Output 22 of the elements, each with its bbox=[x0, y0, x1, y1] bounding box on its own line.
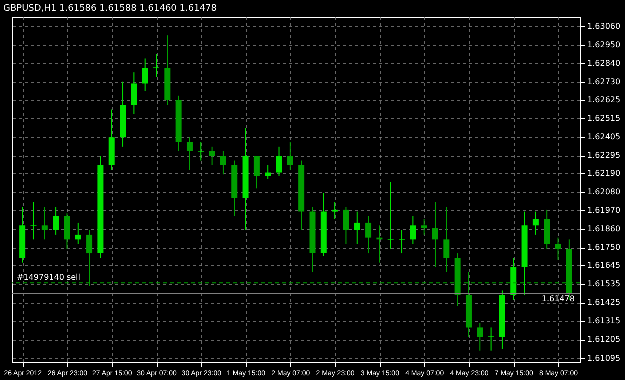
y-tick-label: 1.62730 bbox=[588, 78, 621, 87]
y-tick-label: 1.61970 bbox=[588, 206, 621, 215]
y-tick-label: 1.62405 bbox=[588, 132, 621, 142]
y-tick-label: 1.62515 bbox=[588, 114, 621, 123]
y-tick-label: 1.61645 bbox=[588, 260, 621, 270]
chart-title: GBPUSD,H1 1.61586 1.61588 1.61460 1.61478 bbox=[4, 4, 218, 14]
y-tick-label: 1.61315 bbox=[588, 316, 621, 326]
y-tick-label: 1.62625 bbox=[588, 95, 621, 104]
y-tick-label: 1.62950 bbox=[588, 40, 621, 50]
y-tick-label: 1.62295 bbox=[588, 151, 621, 160]
y-tick-label: 1.63060 bbox=[588, 22, 621, 31]
ref-line-label: #14979140 sell bbox=[17, 273, 80, 282]
y-tick-label: 1.61425 bbox=[588, 298, 621, 308]
y-tick-label: 1.61095 bbox=[588, 354, 621, 363]
y-tick-label: 1.61535 bbox=[588, 279, 621, 288]
y-tick-label: 1.61205 bbox=[588, 335, 621, 344]
y-tick-label: 1.62080 bbox=[588, 187, 621, 196]
y-tick-label: 1.61860 bbox=[588, 224, 621, 234]
y-tick-label: 1.61750 bbox=[588, 243, 621, 252]
y-tick-label: 1.62190 bbox=[588, 168, 621, 178]
y-tick-label: 1.62840 bbox=[588, 58, 621, 68]
ref-line-label: 1.61478 bbox=[542, 294, 575, 304]
